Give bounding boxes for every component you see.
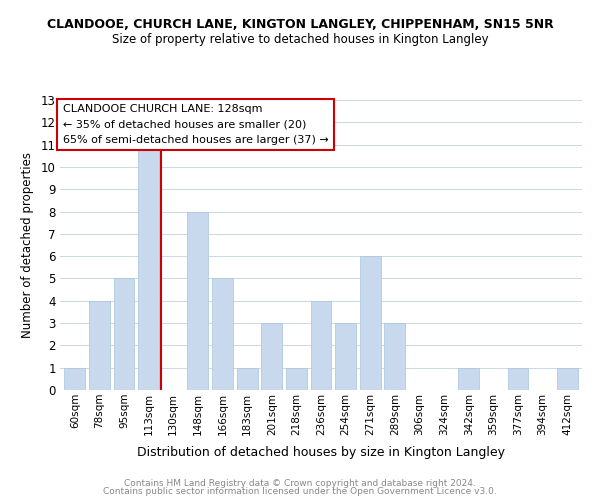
Text: CLANDOOE, CHURCH LANE, KINGTON LANGLEY, CHIPPENHAM, SN15 5NR: CLANDOOE, CHURCH LANE, KINGTON LANGLEY, …	[47, 18, 553, 30]
Text: Size of property relative to detached houses in Kington Langley: Size of property relative to detached ho…	[112, 32, 488, 46]
X-axis label: Distribution of detached houses by size in Kington Langley: Distribution of detached houses by size …	[137, 446, 505, 459]
Bar	[212, 278, 233, 390]
Bar	[113, 278, 134, 390]
Bar	[385, 323, 406, 390]
Text: CLANDOOE CHURCH LANE: 128sqm
← 35% of detached houses are smaller (20)
65% of se: CLANDOOE CHURCH LANE: 128sqm ← 35% of de…	[62, 104, 328, 145]
Bar	[64, 368, 85, 390]
Bar	[236, 368, 257, 390]
Bar	[360, 256, 381, 390]
Bar	[335, 323, 356, 390]
Text: Contains HM Land Registry data © Crown copyright and database right 2024.: Contains HM Land Registry data © Crown c…	[124, 478, 476, 488]
Bar	[138, 144, 159, 390]
Bar	[508, 368, 529, 390]
Y-axis label: Number of detached properties: Number of detached properties	[21, 152, 34, 338]
Bar	[311, 301, 331, 390]
Bar	[458, 368, 479, 390]
Bar	[187, 212, 208, 390]
Bar	[261, 323, 282, 390]
Bar	[286, 368, 307, 390]
Bar	[557, 368, 578, 390]
Text: Contains public sector information licensed under the Open Government Licence v3: Contains public sector information licen…	[103, 488, 497, 496]
Bar	[89, 301, 110, 390]
